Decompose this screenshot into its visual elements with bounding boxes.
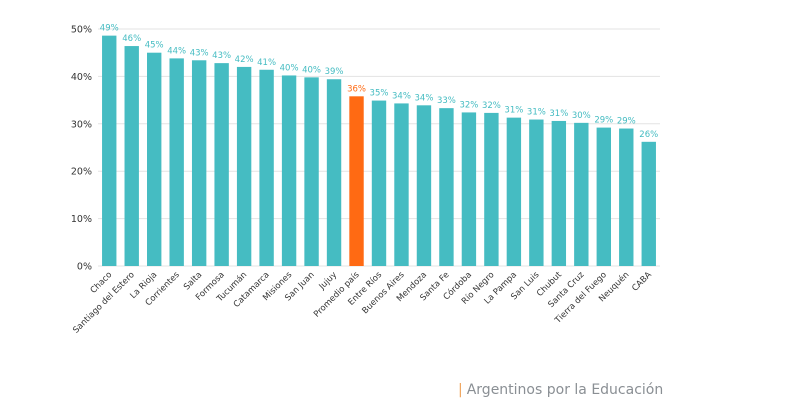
bar <box>214 63 229 267</box>
value-label: 31% <box>549 109 568 119</box>
bar <box>461 112 477 266</box>
value-label: 34% <box>392 91 411 101</box>
value-label: 31% <box>504 106 523 116</box>
value-label: 49% <box>100 24 119 34</box>
bar <box>439 108 454 267</box>
bar <box>596 127 611 266</box>
bar <box>259 69 274 266</box>
bar <box>147 52 162 267</box>
bar <box>326 79 342 266</box>
y-tick-label: 50% <box>71 25 92 36</box>
value-label: 39% <box>325 67 344 77</box>
value-label: 40% <box>302 65 321 75</box>
value-label: 41% <box>257 58 276 68</box>
value-label: 32% <box>482 101 501 111</box>
bar <box>169 58 184 266</box>
bar <box>551 120 567 267</box>
value-label: 29% <box>594 116 613 126</box>
value-label: 45% <box>145 41 164 51</box>
value-label: 43% <box>212 51 231 61</box>
value-label: 31% <box>527 108 546 118</box>
value-label: 36% <box>347 84 366 94</box>
value-label: 33% <box>437 96 456 106</box>
y-tick-label: 30% <box>71 119 92 130</box>
value-label: 30% <box>572 111 591 121</box>
value-label: 40% <box>280 63 299 73</box>
x-tick-label: CABA <box>630 270 654 294</box>
source-text: Argentinos por la Educación <box>466 382 664 398</box>
value-label: 29% <box>617 117 636 127</box>
bar <box>484 112 499 266</box>
bar <box>529 119 544 266</box>
bar <box>304 77 319 267</box>
value-label: 32% <box>459 100 478 110</box>
bar <box>394 103 409 266</box>
source-credit: | Argentinos por la Educación <box>458 382 663 398</box>
value-label: 46% <box>122 34 141 44</box>
value-label: 26% <box>639 130 658 140</box>
value-label: 43% <box>190 48 209 58</box>
value-labels: 49%46%45%44% 43% 43% 42% 41%40% 40% 39%36% 35% 3… <box>100 24 658 140</box>
bar <box>191 60 207 267</box>
y-tick-label: 10% <box>71 214 92 225</box>
y-tick-label: 40% <box>71 72 92 83</box>
bar <box>124 46 139 267</box>
source-separator: | <box>458 382 463 398</box>
value-label: 34% <box>415 93 434 103</box>
bar <box>574 122 589 267</box>
bar <box>641 141 656 266</box>
y-axis: 0% 10% 20% 30% 40% 50% <box>71 25 92 273</box>
bar <box>349 96 364 266</box>
value-label: 44% <box>167 46 186 56</box>
bar <box>236 66 252 266</box>
value-label: 35% <box>370 89 389 99</box>
bars <box>102 35 656 267</box>
y-tick-label: 0% <box>77 262 92 273</box>
bar <box>619 128 634 266</box>
bar <box>506 117 522 266</box>
bar <box>281 75 297 267</box>
bar <box>371 100 387 266</box>
bar <box>102 35 117 266</box>
bar <box>416 105 432 267</box>
value-label: 42% <box>235 55 254 65</box>
y-tick-label: 20% <box>71 167 92 178</box>
